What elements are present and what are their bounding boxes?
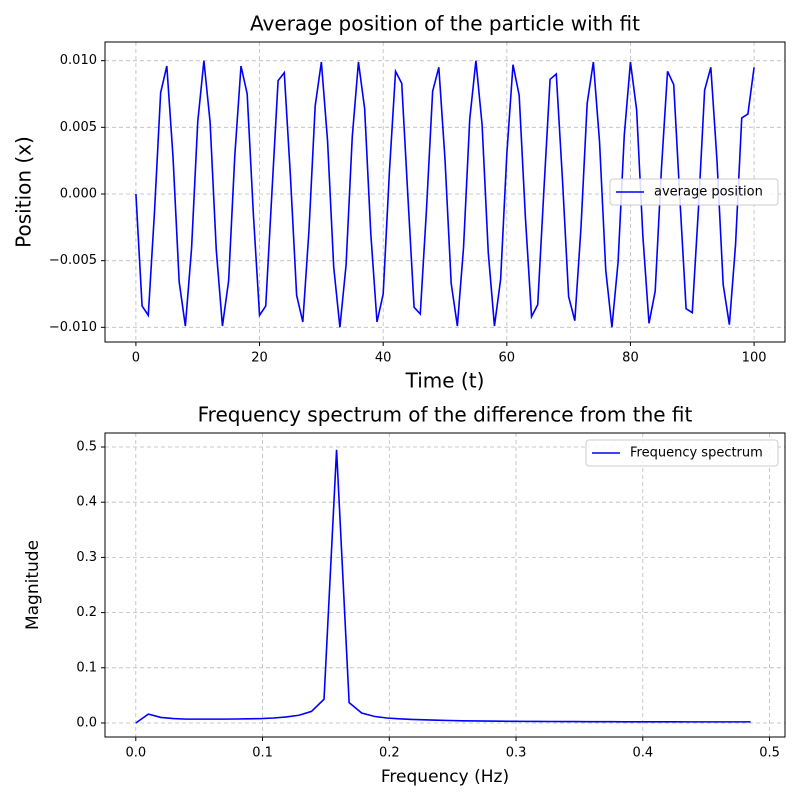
x-tick-label: 20 xyxy=(251,351,268,366)
legend-box xyxy=(585,439,779,467)
legend: Frequency spectrum xyxy=(585,439,779,467)
legend: average position xyxy=(609,178,779,206)
chart-title: Average position of the particle with fi… xyxy=(250,12,640,36)
y-tick-label: 0.1 xyxy=(76,660,97,675)
x-tick-label: 0.4 xyxy=(632,746,653,761)
y-axis-label: Position (x) xyxy=(12,136,36,248)
y-tick-label: 0.010 xyxy=(60,53,97,68)
axes-frame xyxy=(104,41,786,343)
y-tick-label: 0.5 xyxy=(76,440,97,455)
x-tick-label: 0.0 xyxy=(125,746,146,761)
data-line xyxy=(135,449,751,724)
y-tick-label: 0.0 xyxy=(76,715,97,730)
chart-title: Frequency spectrum of the difference fro… xyxy=(198,403,693,427)
x-axis-label: Frequency (Hz) xyxy=(381,767,509,787)
y-tick-label: 0.005 xyxy=(60,120,97,135)
y-tick-label: 0.000 xyxy=(60,187,97,202)
x-tick-label: 0.5 xyxy=(759,746,780,761)
x-tick-label: 60 xyxy=(499,351,516,366)
y-tick-label: 0.4 xyxy=(76,495,97,510)
x-tick-label: 0.1 xyxy=(252,746,273,761)
y-axis-label: Magnitude xyxy=(23,540,43,630)
x-tick-label: 0 xyxy=(132,351,140,366)
x-tick-label: 80 xyxy=(622,351,639,366)
legend-label: Frequency spectrum xyxy=(630,446,763,461)
y-tick-label: 0.3 xyxy=(76,550,97,565)
legend-box xyxy=(609,178,779,206)
legend-label: average position xyxy=(654,185,763,200)
axes-frame xyxy=(104,432,786,738)
x-tick-label: 0.2 xyxy=(379,746,400,761)
y-tick-label: −0.010 xyxy=(49,320,97,335)
x-tick-label: 0.3 xyxy=(506,746,527,761)
y-tick-label: −0.005 xyxy=(49,253,97,268)
x-tick-label: 40 xyxy=(375,351,392,366)
data-line xyxy=(135,60,755,328)
x-axis-label: Time (t) xyxy=(405,369,485,393)
x-tick-label: 100 xyxy=(742,351,767,366)
y-tick-label: 0.2 xyxy=(76,605,97,620)
